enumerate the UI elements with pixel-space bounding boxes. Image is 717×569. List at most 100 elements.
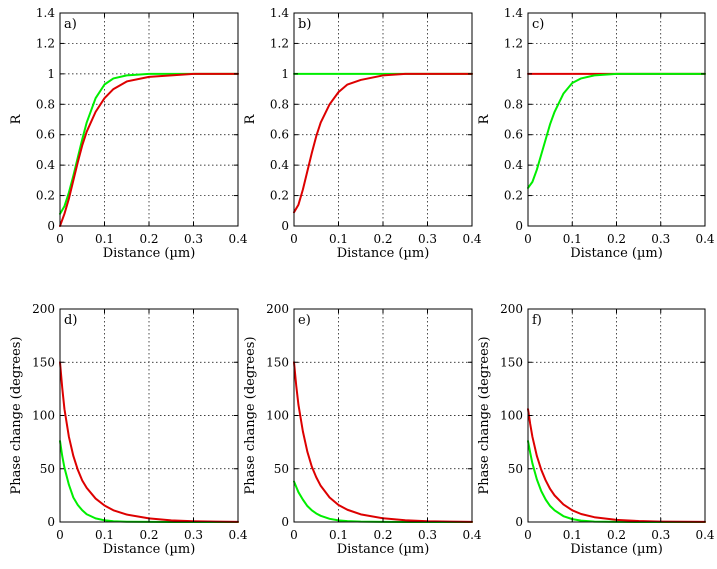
series-line-red xyxy=(293,72,473,214)
x-axis-label: Distance (µm) xyxy=(103,246,196,261)
y-axis-label: R xyxy=(243,113,258,124)
x-tick-label: 0.3 xyxy=(651,528,670,542)
x-tick-label: 0.2 xyxy=(373,232,392,246)
y-tick-label: 0.6 xyxy=(504,128,523,142)
panel-label: e) xyxy=(298,313,311,328)
y-axis-label: Phase change (degrees) xyxy=(9,336,24,494)
x-tick-label: 0 xyxy=(56,528,64,542)
y-tick-label: 0.4 xyxy=(270,158,289,172)
series-line-green xyxy=(527,72,706,189)
y-tick-label: 0.6 xyxy=(36,128,55,142)
series-line-red xyxy=(293,361,473,523)
x-tick-label: 0.2 xyxy=(607,232,626,246)
y-tick-label: 150 xyxy=(32,355,55,369)
x-tick-label: 0 xyxy=(56,232,64,246)
x-tick-label: 0.4 xyxy=(228,232,247,246)
x-tick-label: 0.2 xyxy=(607,528,626,542)
x-tick-label: 0.4 xyxy=(462,528,481,542)
y-tick-label: 200 xyxy=(500,302,523,316)
chart-panel-5: 0 0.1 0.2 0.3 0.4 0 50 100 150 200 Distance (µm) Ph… xyxy=(243,302,482,557)
y-tick-label: 0 xyxy=(47,219,55,233)
y-axis-label: Phase change (degrees) xyxy=(243,336,258,494)
y-tick-label: 0.8 xyxy=(270,97,289,111)
y-tick-label: 1 xyxy=(515,67,523,81)
y-tick-label: 0.2 xyxy=(504,189,523,203)
panel-label: a) xyxy=(64,17,77,32)
y-tick-label: 1.2 xyxy=(270,36,289,50)
y-tick-label: 150 xyxy=(500,355,523,369)
y-tick-label: 0.8 xyxy=(36,97,55,111)
panel-label: f) xyxy=(532,313,542,328)
y-tick-label: 200 xyxy=(32,302,55,316)
x-tick-label: 0 xyxy=(290,528,298,542)
y-tick-label: 0.2 xyxy=(36,189,55,203)
x-axis-label: Distance (µm) xyxy=(570,246,663,261)
y-tick-label: 1.2 xyxy=(504,36,523,50)
series-line-green xyxy=(59,72,239,215)
y-tick-label: 50 xyxy=(508,462,523,476)
x-tick-label: 0.2 xyxy=(139,528,158,542)
x-tick-label: 0.1 xyxy=(329,232,348,246)
chart-panel-3: 0 0.1 0.2 0.3 0.4 0 0.2 0.4 0.6 0.8 1 1.2 1.4 Distanc… xyxy=(477,6,715,261)
panel-label: d) xyxy=(64,313,77,328)
series-line-red xyxy=(59,361,239,523)
x-tick-label: 0.2 xyxy=(373,528,392,542)
y-tick-label: 50 xyxy=(274,462,289,476)
y-tick-label: 0.8 xyxy=(504,97,523,111)
x-axis-label: Distance (µm) xyxy=(570,542,663,557)
y-tick-label: 0.4 xyxy=(36,158,55,172)
y-tick-label: 0 xyxy=(515,515,523,529)
panel-label: b) xyxy=(298,17,311,32)
chart-panel-4: 0 0.1 0.2 0.3 0.4 0 50 100 150 200 Distance (µm) Ph… xyxy=(9,302,248,557)
y-tick-label: 1.2 xyxy=(36,36,55,50)
x-tick-label: 0.3 xyxy=(418,528,437,542)
y-axis-label: Phase change (degrees) xyxy=(477,336,492,494)
x-tick-label: 0.3 xyxy=(651,232,670,246)
x-tick-label: 0.1 xyxy=(95,528,114,542)
x-axis-label: Distance (µm) xyxy=(337,542,430,557)
chart-panel-2: 0 0.1 0.2 0.3 0.4 0 0.2 0.4 0.6 0.8 1 1.2 1.4 Distanc… xyxy=(243,6,482,261)
y-tick-label: 100 xyxy=(266,409,289,423)
y-tick-label: 100 xyxy=(500,409,523,423)
chart-panel-6: 0 0.1 0.2 0.3 0.4 0 50 100 150 200 Distance (µm) Ph… xyxy=(477,302,715,557)
x-tick-label: 0 xyxy=(524,528,532,542)
y-tick-label: 0 xyxy=(47,515,55,529)
x-tick-label: 0.2 xyxy=(139,232,158,246)
y-tick-label: 0.2 xyxy=(270,189,289,203)
x-tick-label: 0.1 xyxy=(95,232,114,246)
chart-panel-1: 0 0.1 0.2 0.3 0.4 0 0.2 0.4 0.6 0.8 1 1.2 1.4 Distanc… xyxy=(9,6,248,261)
x-tick-label: 0 xyxy=(290,232,298,246)
y-tick-label: 0 xyxy=(281,219,289,233)
y-axis-label: R xyxy=(477,113,492,124)
y-tick-label: 1.4 xyxy=(36,6,55,20)
series-line-red xyxy=(527,408,706,523)
x-tick-label: 0.1 xyxy=(563,232,582,246)
y-tick-label: 100 xyxy=(32,409,55,423)
y-axis-label: R xyxy=(9,113,24,124)
y-tick-label: 1.4 xyxy=(504,6,523,20)
y-tick-label: 200 xyxy=(266,302,289,316)
y-tick-label: 0 xyxy=(281,515,289,529)
x-tick-label: 0.4 xyxy=(462,232,481,246)
x-tick-label: 0.3 xyxy=(184,528,203,542)
x-tick-label: 0.1 xyxy=(329,528,348,542)
x-tick-label: 0 xyxy=(524,232,532,246)
y-tick-label: 1 xyxy=(47,67,55,81)
series-line-red xyxy=(59,72,239,227)
y-tick-label: 150 xyxy=(266,355,289,369)
x-tick-label: 0.4 xyxy=(695,528,714,542)
y-tick-label: 1.4 xyxy=(270,6,289,20)
y-tick-label: 0.6 xyxy=(270,128,289,142)
x-tick-label: 0.3 xyxy=(184,232,203,246)
y-tick-label: 1 xyxy=(281,67,289,81)
x-tick-label: 0.1 xyxy=(563,528,582,542)
panel-label: c) xyxy=(532,17,544,32)
y-tick-label: 50 xyxy=(40,462,55,476)
y-tick-label: 0 xyxy=(515,219,523,233)
y-tick-label: 0.4 xyxy=(504,158,523,172)
x-axis-label: Distance (µm) xyxy=(103,542,196,557)
x-tick-label: 0.4 xyxy=(695,232,714,246)
x-tick-label: 0.4 xyxy=(228,528,247,542)
x-tick-label: 0.3 xyxy=(418,232,437,246)
